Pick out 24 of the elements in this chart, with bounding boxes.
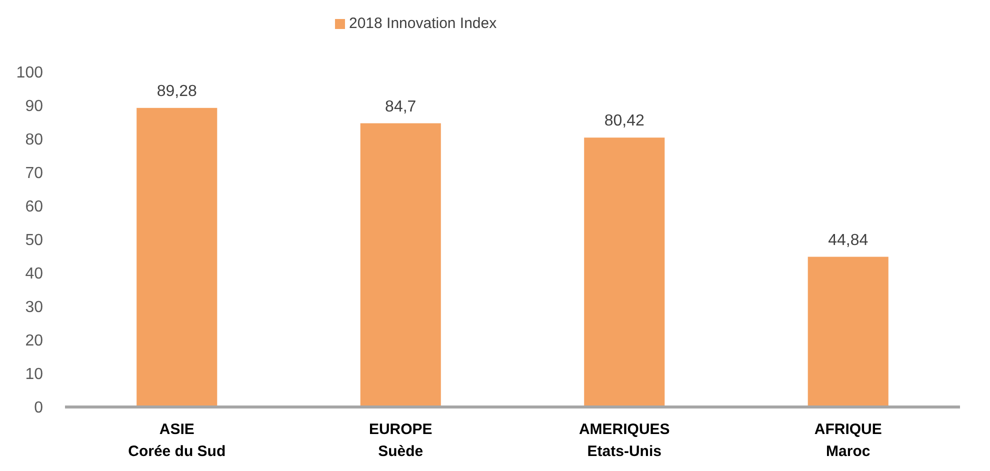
y-tick-label: 30 xyxy=(25,299,44,316)
data-label: 44,84 xyxy=(828,232,868,249)
bar xyxy=(584,138,665,407)
y-tick-label: 90 xyxy=(25,98,44,116)
bar xyxy=(808,256,888,407)
x-tick-label: AFRIQUE Maroc xyxy=(814,421,882,460)
bar xyxy=(360,123,441,407)
x-tick-label: EUROPE Suède xyxy=(368,421,432,460)
data-label: 89,28 xyxy=(156,82,197,100)
data-label: 80,42 xyxy=(604,112,644,130)
y-tick-label: 40 xyxy=(25,266,44,283)
y-tick-label: 60 xyxy=(25,198,44,216)
data-label: 84,7 xyxy=(385,98,416,116)
legend-label: 2018 Innovation Index xyxy=(349,15,498,32)
y-tick-label: 100 xyxy=(16,64,44,82)
y-tick-label: 80 xyxy=(25,132,44,149)
y-tick-label: 50 xyxy=(25,232,44,250)
y-tick-label: 20 xyxy=(25,332,44,350)
bar xyxy=(136,108,218,407)
y-tick-label: 10 xyxy=(25,366,44,384)
x-tick-label: AMERIQUES Etats-Unis xyxy=(578,421,670,460)
x-tick-label: ASIE Corée du Sud xyxy=(128,421,226,460)
y-tick-label: 0 xyxy=(34,400,44,417)
y-tick-label: 70 xyxy=(25,165,44,182)
